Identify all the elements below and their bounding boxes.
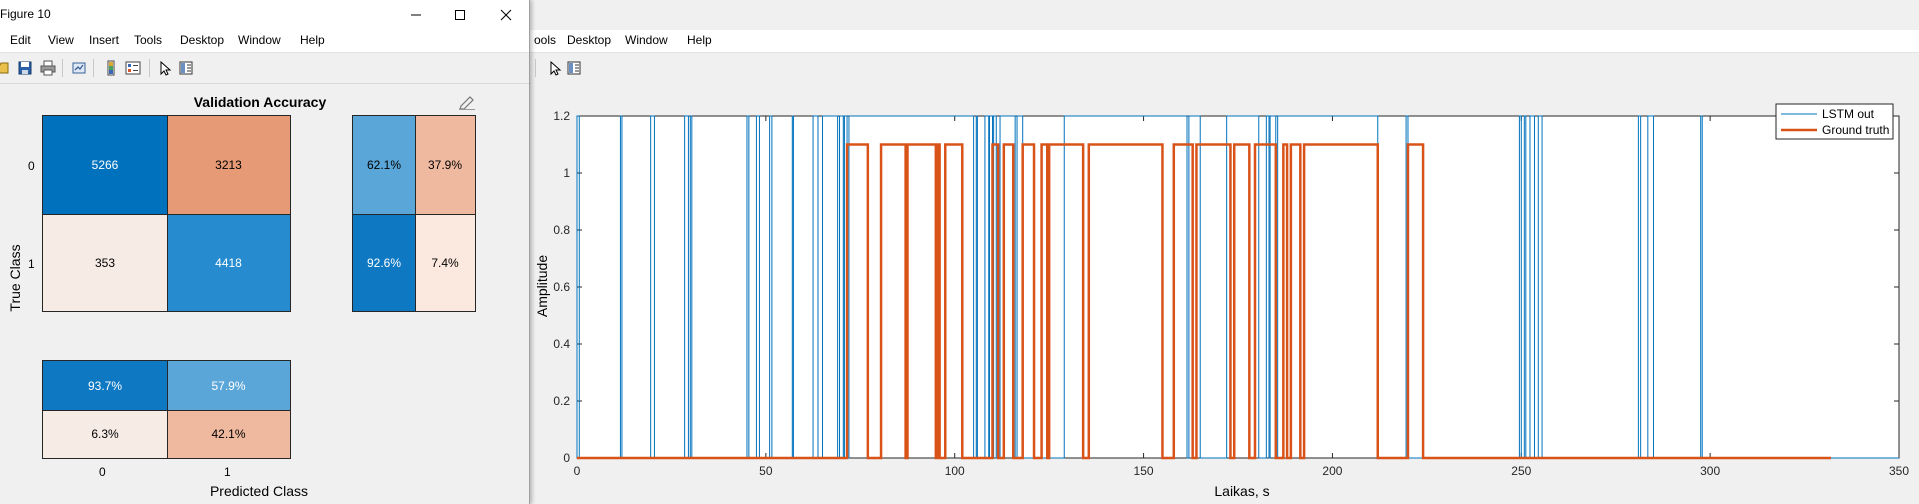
row-summary-cell-0-1: 37.9% xyxy=(415,116,475,214)
print-icon[interactable] xyxy=(40,60,56,76)
minimize-icon xyxy=(411,14,421,16)
predicted-class-label: Predicted Class xyxy=(209,483,309,499)
toolbar-separator xyxy=(149,59,150,77)
figure-window: Figure 10 Edit View Insert Tools Desktop… xyxy=(0,0,530,504)
property-inspector-icon[interactable] xyxy=(566,60,582,76)
menu-bar: Edit View Insert Tools Desktop Window He… xyxy=(0,30,529,52)
title-bar: Figure 10 xyxy=(0,0,529,30)
column-summary-cell-0-1: 57.9% xyxy=(167,361,290,410)
col-label-0: 0 xyxy=(99,465,106,479)
x-tick-label: 300 xyxy=(1700,464,1720,478)
confusion-matrix: 5266 3213 353 4418 xyxy=(42,115,291,312)
y-tick-label: 0 xyxy=(563,451,570,465)
chart-title: Validation Accuracy xyxy=(193,94,327,110)
line-chart: 0 50 100 150 200 250 300 350 0 0.2 0.4 0.6 0.8 1 1.2 L… xyxy=(534,103,1909,499)
true-class-label: True Class xyxy=(7,244,23,312)
y-axis-label: Amplitude xyxy=(534,255,550,317)
row-summary-cell-1-1: 7.4% xyxy=(415,214,475,311)
maximize-button[interactable] xyxy=(437,0,483,30)
menu-tools[interactable]: Tools xyxy=(134,33,163,47)
menu-help[interactable]: Help xyxy=(687,33,712,47)
close-icon xyxy=(500,9,512,21)
col-label-1: 1 xyxy=(224,465,231,479)
insert-legend-icon[interactable] xyxy=(125,60,141,76)
summary-divider xyxy=(43,410,290,411)
y-tick-label: 1 xyxy=(563,166,570,180)
confusion-chart: Validation Accuracy True Class 0 1 5266 … xyxy=(0,82,529,504)
save-icon[interactable] xyxy=(17,60,33,76)
x-tick-label: 0 xyxy=(574,464,581,478)
row-label-0: 0 xyxy=(28,159,35,173)
menu-insert[interactable]: Insert xyxy=(89,33,120,47)
summary-divider xyxy=(353,214,475,215)
series-line-ground-truth xyxy=(577,143,1832,460)
row-summary-cell-1-0: 92.6% xyxy=(353,214,415,311)
x-tick-label: 350 xyxy=(1889,464,1909,478)
menu-window[interactable]: Window xyxy=(625,33,668,47)
y-tick-label: 0.2 xyxy=(553,394,570,408)
open-folder-icon[interactable] xyxy=(0,60,10,76)
pointer-icon[interactable] xyxy=(547,60,563,76)
x-tick-label: 50 xyxy=(759,464,773,478)
y-tick-label: 0.6 xyxy=(553,280,570,294)
summary-divider xyxy=(415,116,416,311)
matrix-divider xyxy=(43,214,290,215)
toolbar-separator xyxy=(535,59,536,77)
matrix-cell-0-0: 5266 xyxy=(43,116,167,214)
pointer-icon[interactable] xyxy=(157,60,173,76)
x-tick-label: 150 xyxy=(1134,464,1154,478)
maximize-icon xyxy=(455,10,465,20)
x-tick-label: 250 xyxy=(1511,464,1531,478)
line-plot-area: 0 50 100 150 200 250 300 350 0 0.2 0.4 0.6 0.8 1 1.2 L… xyxy=(531,82,1919,504)
menu-edit[interactable]: Edit xyxy=(10,33,31,47)
matrix-cell-1-1: 4418 xyxy=(167,214,290,311)
window-title: Figure 10 xyxy=(0,7,51,21)
y-tick-label: 1.2 xyxy=(553,109,570,123)
menu-view[interactable]: View xyxy=(48,33,74,47)
column-summary-cell-1-0: 6.3% xyxy=(43,410,167,458)
row-summary: 62.1% 37.9% 92.6% 7.4% xyxy=(352,115,476,312)
edit-pen-icon[interactable] xyxy=(458,94,476,110)
column-summary-cell-1-1: 42.1% xyxy=(167,410,290,458)
close-button[interactable] xyxy=(483,0,529,30)
row-summary-cell-0-0: 62.1% xyxy=(353,116,415,214)
matrix-cell-0-1: 3213 xyxy=(167,116,290,214)
property-inspector-icon[interactable] xyxy=(178,60,194,76)
x-axis-label: Laikas, s xyxy=(1214,483,1269,499)
menu-desktop[interactable]: Desktop xyxy=(180,33,225,47)
legend: LSTM out Ground truth xyxy=(1775,103,1894,140)
summary-divider xyxy=(167,361,168,458)
plot-axes-box xyxy=(576,115,1900,459)
y-tick-label: 0.4 xyxy=(553,337,570,351)
x-tick-label: 100 xyxy=(945,464,965,478)
matrix-divider xyxy=(167,116,168,311)
legend-label-ground-truth: Ground truth xyxy=(1822,123,1889,137)
insert-colorbar-icon[interactable] xyxy=(103,60,119,76)
x-tick-label: 200 xyxy=(1322,464,1342,478)
toolbar-separator xyxy=(93,59,94,77)
row-label-1: 1 xyxy=(28,257,35,271)
y-tick-label: 0.8 xyxy=(553,223,570,237)
column-summary-cell-0-0: 93.7% xyxy=(43,361,167,410)
menu-window[interactable]: Window xyxy=(238,33,281,47)
minimize-button[interactable] xyxy=(393,0,439,30)
toolbar-separator xyxy=(62,59,63,77)
link-plot-icon[interactable] xyxy=(71,60,87,76)
matrix-cell-1-0: 353 xyxy=(43,214,167,311)
menu-help[interactable]: Help xyxy=(300,33,325,47)
menu-tools[interactable]: ools xyxy=(534,33,557,47)
toolbar xyxy=(0,52,529,84)
column-summary: 93.7% 57.9% 6.3% 42.1% xyxy=(42,360,291,459)
menu-desktop[interactable]: Desktop xyxy=(567,33,612,47)
legend-label-lstm: LSTM out xyxy=(1822,107,1875,121)
